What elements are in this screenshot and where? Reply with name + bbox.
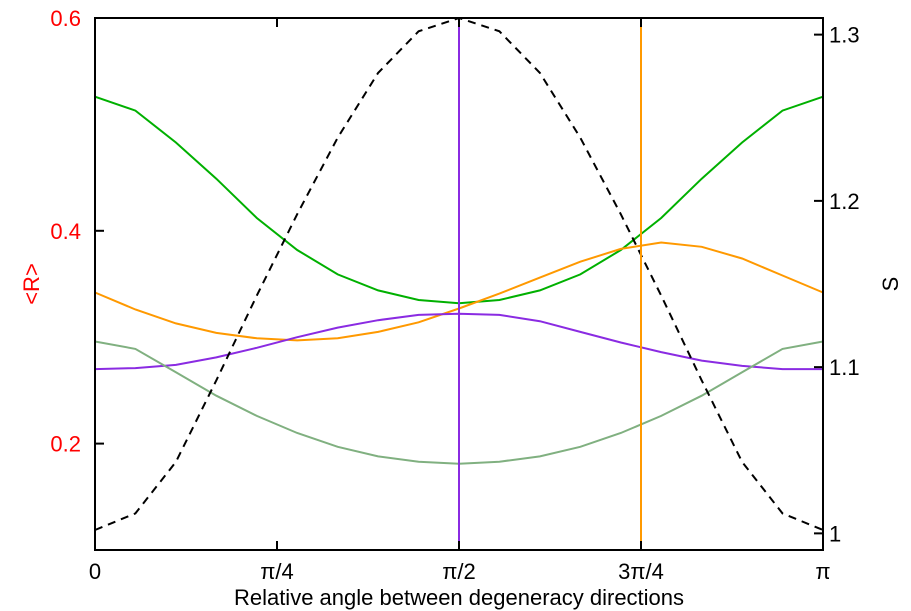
tick-layer: 0 π/4 π/2 3π/4 π 0.2 0.4 0.6 1 1.1 1.2 1.3 <box>50 6 859 584</box>
x-tick-label: 3π/4 <box>618 559 664 584</box>
y-right-tick-label: 1.1 <box>829 355 860 380</box>
x-tick-label: 0 <box>89 559 101 584</box>
x-axis-title: Relative angle between degeneracy direct… <box>234 585 684 610</box>
y-right-tick-label: 1.2 <box>829 189 860 214</box>
y-left-tick-label: 0.6 <box>50 6 81 31</box>
vline-layer <box>94 18 643 550</box>
y-left-tick-label: 0.2 <box>50 432 81 457</box>
x-tick-label: π/2 <box>442 559 476 584</box>
y-left-tick-label: 0.4 <box>50 219 81 244</box>
y-left-axis-title: <R> <box>19 263 44 305</box>
x-tick-label: π/4 <box>260 559 294 584</box>
y-right-axis-title: S <box>878 277 903 292</box>
y-right-tick-label: 1.3 <box>829 23 860 48</box>
x-tick-label: π <box>815 559 830 584</box>
y-right-tick-label: 1 <box>829 521 841 546</box>
